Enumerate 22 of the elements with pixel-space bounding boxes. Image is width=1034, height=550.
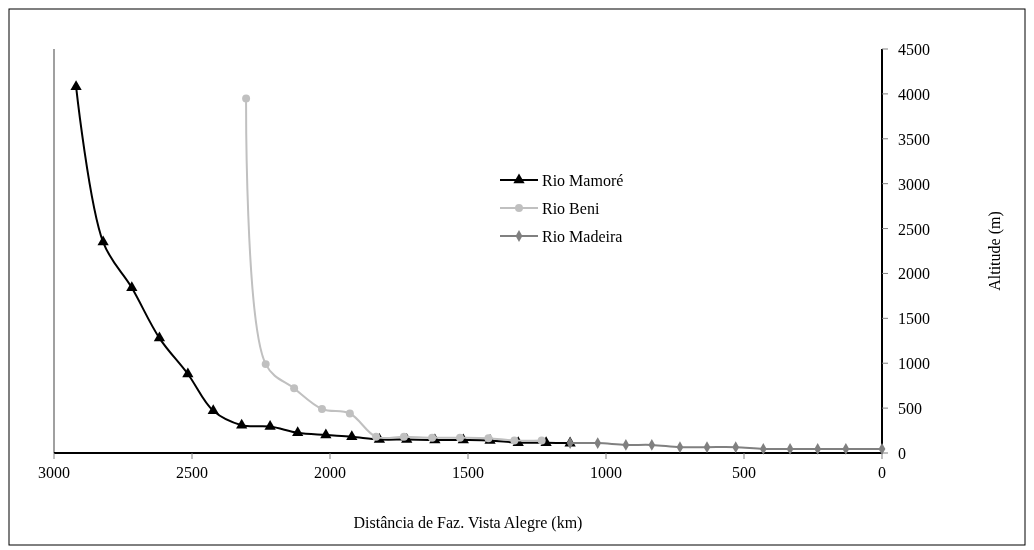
y-tick-label: 500 xyxy=(898,400,922,418)
legend-label: Rio Mamoré xyxy=(542,172,624,189)
x-tick-label: 2000 xyxy=(314,464,346,481)
y-tick-label: 2500 xyxy=(898,220,930,238)
x-axis-title: Distância de Faz. Vista Alegre (km) xyxy=(353,514,583,532)
y-tick-label: 1500 xyxy=(898,310,930,328)
legend-label: Rio Beni xyxy=(542,200,600,217)
y-axis-title: Altitude (m) xyxy=(986,211,1004,291)
y-tick-label: 4500 xyxy=(898,41,930,58)
x-tick-label: 0 xyxy=(878,464,886,481)
y-tick-label: 2000 xyxy=(898,265,930,283)
y-tick-label: 1000 xyxy=(898,355,930,373)
legend-label: Rio Madeira xyxy=(542,228,623,245)
x-tick-label: 1500 xyxy=(452,464,484,481)
y-tick-label: 0 xyxy=(898,445,906,462)
y-tick-label: 4000 xyxy=(898,85,930,103)
x-tick-label: 2500 xyxy=(176,464,208,481)
x-tick-label: 1000 xyxy=(590,464,622,481)
y-tick-label: 3000 xyxy=(898,175,930,193)
x-tick-label: 3000 xyxy=(38,464,70,481)
x-tick-label: 500 xyxy=(732,464,756,481)
y-tick-label: 3500 xyxy=(898,130,930,148)
